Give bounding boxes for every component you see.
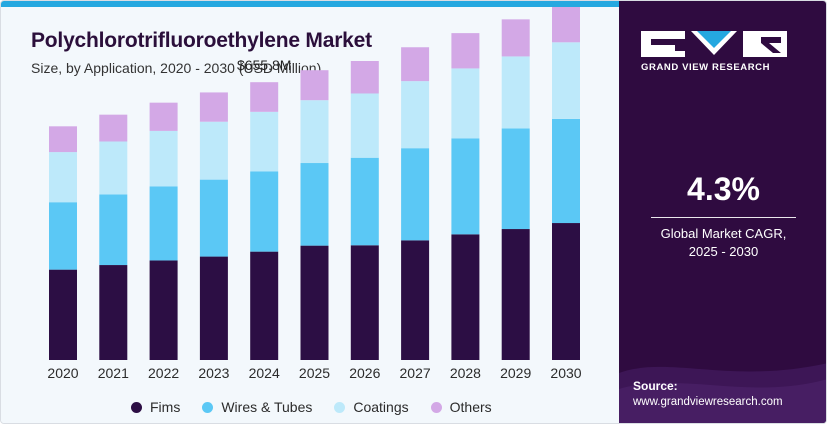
legend-swatch-wires-tubes <box>202 401 214 413</box>
legend-item-wires-tubes: Wires & Tubes <box>202 399 312 415</box>
chart-legend: Fims Wires & Tubes Coatings Others <box>131 399 492 415</box>
chart-subtitle: Size, by Application, 2020 - 2030 (USD M… <box>31 60 322 76</box>
bar-coatings-2027 <box>401 81 430 149</box>
bar-fims-2025 <box>300 245 329 360</box>
bar-fims-2028 <box>451 234 480 360</box>
x-tick-label-2022: 2022 <box>148 365 179 381</box>
bar-coatings-2021 <box>99 141 128 195</box>
bar-wires-tubes-2028 <box>451 138 480 235</box>
bar-others-2024 <box>250 82 279 112</box>
bar-wires-tubes-2020 <box>49 202 77 270</box>
brand-logo: GRAND VIEW RESEARCH <box>641 31 811 73</box>
bar-fims-2024 <box>250 251 279 360</box>
bar-fims-2030 <box>552 223 580 360</box>
x-tick-label-2029: 2029 <box>500 365 531 381</box>
brand-name: GRAND VIEW RESEARCH <box>641 62 771 73</box>
x-tick-label-2027: 2027 <box>400 365 431 381</box>
bar-others-2026 <box>350 61 379 94</box>
bar-coatings-2028 <box>451 68 480 139</box>
bar-wires-tubes-2021 <box>99 194 128 266</box>
legend-label-coatings: Coatings <box>353 399 409 415</box>
x-tick-label-2021: 2021 <box>98 365 129 381</box>
bar-fims-2029 <box>501 229 530 360</box>
legend-item-fims: Fims <box>131 399 180 415</box>
bar-coatings-2022 <box>149 130 178 187</box>
bar-others-2029 <box>501 19 530 57</box>
x-tick-label-2025: 2025 <box>299 365 330 381</box>
bar-coatings-2026 <box>350 93 379 158</box>
legend-swatch-coatings <box>334 401 346 413</box>
legend-label-fims: Fims <box>150 399 181 415</box>
decorative-wave <box>619 363 826 423</box>
legend-swatch-fims <box>131 401 142 413</box>
bar-fims-2023 <box>199 256 228 360</box>
bar-wires-tubes-2029 <box>501 128 530 230</box>
x-tick-label-2028: 2028 <box>450 365 481 381</box>
x-tick-label-2023: 2023 <box>198 365 229 381</box>
bar-wires-tubes-2026 <box>350 157 379 246</box>
legend-item-others: Others <box>430 399 492 415</box>
cagr-period: 2025 - 2030 <box>688 244 759 259</box>
bar-fims-2026 <box>350 245 379 360</box>
bar-coatings-2030 <box>552 42 580 119</box>
bar-others-2023 <box>199 92 228 122</box>
bar-wires-tubes-2025 <box>300 163 329 246</box>
bar-wires-tubes-2023 <box>199 179 228 257</box>
bar-coatings-2023 <box>199 121 228 180</box>
bar-others-2028 <box>451 33 480 69</box>
bar-coatings-2024 <box>250 111 279 172</box>
legend-swatch-others <box>430 401 442 413</box>
cagr-value: 4.3% <box>687 171 760 207</box>
bar-others-2021 <box>99 114 128 142</box>
x-tick-label-2020: 2020 <box>47 365 78 381</box>
legend-label-others: Others <box>449 399 492 415</box>
gvr-logo-icon <box>641 31 787 57</box>
cagr-description: Global Market CAGR, 2025 - 2030 <box>619 225 826 261</box>
bar-coatings-2029 <box>501 56 530 129</box>
bar-others-2030 <box>552 7 580 43</box>
chart-title: Polychlorotrifluoroethylene Market <box>31 29 372 52</box>
bar-fims-2020 <box>49 269 77 360</box>
bar-wires-tubes-2030 <box>552 118 580 224</box>
source-link[interactable]: www.grandviewresearch.com <box>633 396 783 408</box>
bar-others-2022 <box>149 102 178 131</box>
stacked-bar-chart: 2020 2021 2022 2023 2024 $655.8M 2025 2026 2027 2… <box>47 7 582 381</box>
bar-fims-2021 <box>99 265 128 360</box>
legend-item-coatings: Coatings <box>334 399 409 415</box>
bar-fims-2027 <box>401 240 430 360</box>
bar-coatings-2020 <box>49 152 77 203</box>
cagr-label: Global Market CAGR, <box>660 226 787 241</box>
bar-others-2025 <box>300 70 329 101</box>
data-label-2024: $655.8M <box>237 57 291 73</box>
bar-wires-tubes-2024 <box>250 171 279 252</box>
chart-panel: Polychlorotrifluoroethylene Market Size,… <box>1 7 619 423</box>
bar-others-2020 <box>49 126 77 153</box>
x-tick-label-2030: 2030 <box>550 365 581 381</box>
x-tick-label-2024: 2024 <box>249 365 280 381</box>
source-label: Source: <box>633 379 678 393</box>
bar-coatings-2025 <box>300 100 329 164</box>
x-tick-label-2026: 2026 <box>349 365 380 381</box>
legend-label-wires-tubes: Wires & Tubes <box>221 399 313 415</box>
cagr-divider <box>651 217 796 218</box>
infographic-card: Polychlorotrifluoroethylene Market Size,… <box>0 0 827 424</box>
bar-wires-tubes-2022 <box>149 186 178 261</box>
summary-panel: GRAND VIEW RESEARCH 4.3% Global Market C… <box>619 1 826 423</box>
bar-wires-tubes-2027 <box>401 148 430 241</box>
accent-bar <box>1 1 619 7</box>
bar-fims-2022 <box>149 260 178 360</box>
bar-others-2027 <box>401 47 430 82</box>
